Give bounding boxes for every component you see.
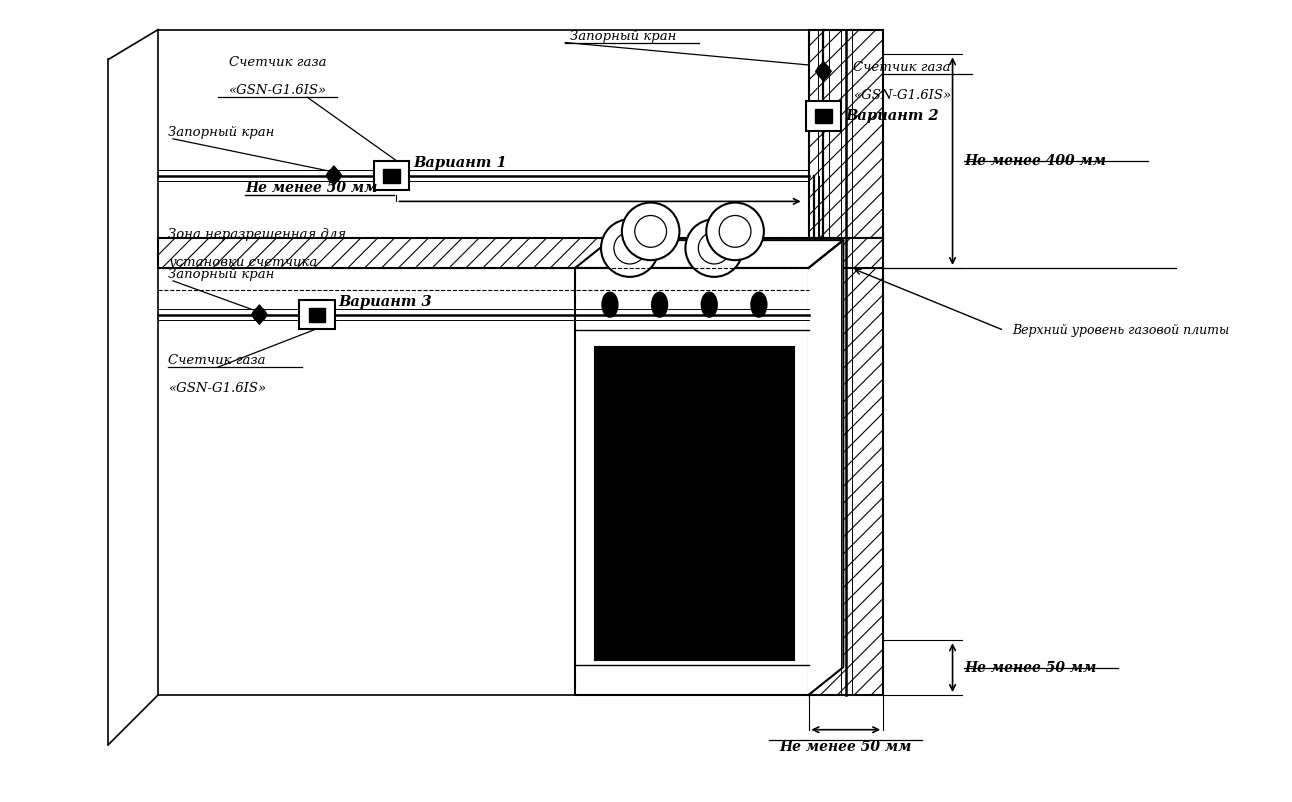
Bar — [815, 109, 832, 123]
Text: Не менее 400 мм: Не менее 400 мм — [964, 154, 1106, 168]
Bar — [806, 101, 841, 131]
Text: Запорный кран: Запорный кран — [570, 30, 677, 43]
Ellipse shape — [702, 292, 717, 317]
Bar — [809, 30, 882, 238]
Text: Не менее 50 мм: Не менее 50 мм — [245, 181, 377, 196]
Bar — [575, 268, 809, 695]
Polygon shape — [809, 240, 844, 695]
Bar — [596, 347, 793, 660]
Text: Вариант 1: Вариант 1 — [413, 156, 506, 169]
Polygon shape — [575, 240, 844, 268]
Bar — [382, 168, 401, 183]
Text: Счетчик газа: Счетчик газа — [229, 56, 326, 69]
Polygon shape — [326, 166, 341, 176]
Circle shape — [699, 232, 730, 264]
Circle shape — [720, 216, 751, 247]
Ellipse shape — [751, 292, 767, 317]
Circle shape — [601, 219, 659, 277]
Circle shape — [327, 169, 340, 182]
Text: Не менее 50 мм: Не менее 50 мм — [779, 739, 912, 754]
Polygon shape — [815, 62, 831, 71]
Text: Вариант 2: Вариант 2 — [845, 109, 939, 123]
Bar — [809, 268, 882, 695]
Text: «GSN-G1.6IS»: «GSN-G1.6IS» — [168, 382, 266, 395]
Bar — [158, 238, 882, 268]
Polygon shape — [815, 71, 831, 81]
Text: «GSN-G1.6IS»: «GSN-G1.6IS» — [853, 89, 951, 102]
Text: Зона неразрешенная для: Зона неразрешенная для — [168, 228, 346, 241]
Ellipse shape — [651, 292, 668, 317]
Ellipse shape — [602, 292, 618, 317]
Circle shape — [621, 203, 680, 260]
Text: Счетчик газа: Счетчик газа — [853, 61, 951, 75]
Circle shape — [707, 203, 764, 260]
Text: Запорный кран: Запорный кран — [168, 268, 274, 281]
Text: установки счетчика: установки счетчика — [168, 256, 318, 269]
Text: Верхний уровень газовой плиты: Верхний уровень газовой плиты — [1012, 324, 1229, 337]
Circle shape — [634, 216, 667, 247]
Bar — [309, 308, 326, 322]
Text: Не менее 50 мм: Не менее 50 мм — [964, 661, 1097, 674]
Bar — [300, 300, 335, 330]
Text: Счетчик газа: Счетчик газа — [168, 354, 266, 367]
Polygon shape — [252, 305, 267, 314]
Text: «GSN-G1.6IS»: «GSN-G1.6IS» — [229, 84, 327, 97]
Text: Вариант 3: Вариант 3 — [339, 294, 433, 309]
Bar — [373, 160, 410, 190]
Polygon shape — [326, 176, 341, 185]
Circle shape — [253, 308, 266, 321]
Circle shape — [614, 232, 646, 264]
Text: Запорный кран: Запорный кран — [168, 126, 274, 139]
Circle shape — [686, 219, 743, 277]
Circle shape — [817, 65, 829, 78]
Polygon shape — [252, 314, 267, 324]
